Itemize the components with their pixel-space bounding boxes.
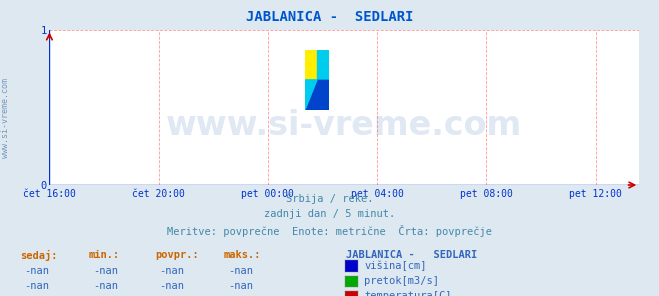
Text: www.si-vreme.com: www.si-vreme.com <box>166 110 523 142</box>
Text: -nan: -nan <box>228 266 253 276</box>
Bar <box>317 50 329 80</box>
Polygon shape <box>305 80 317 110</box>
Text: -nan: -nan <box>93 266 118 276</box>
Text: JABLANICA -  SEDLARI: JABLANICA - SEDLARI <box>246 10 413 24</box>
Text: pretok[m3/s]: pretok[m3/s] <box>364 276 440 286</box>
Text: višina[cm]: višina[cm] <box>364 260 427 271</box>
Text: min.:: min.: <box>89 250 120 260</box>
Bar <box>305 80 317 110</box>
Text: zadnji dan / 5 minut.: zadnji dan / 5 minut. <box>264 209 395 219</box>
Bar <box>305 50 317 80</box>
Text: povpr.:: povpr.: <box>155 250 198 260</box>
Text: www.si-vreme.com: www.si-vreme.com <box>1 78 11 158</box>
Text: Meritve: povprečne  Enote: metrične  Črta: povprečje: Meritve: povprečne Enote: metrične Črta:… <box>167 225 492 237</box>
Text: temperatura[C]: temperatura[C] <box>364 291 452 296</box>
Text: -nan: -nan <box>24 266 49 276</box>
Text: -nan: -nan <box>228 281 253 291</box>
Text: -nan: -nan <box>159 281 184 291</box>
Text: sedaj:: sedaj: <box>20 250 57 261</box>
Text: -nan: -nan <box>93 281 118 291</box>
Bar <box>317 80 329 110</box>
Text: maks.:: maks.: <box>224 250 262 260</box>
Polygon shape <box>305 80 329 110</box>
Text: -nan: -nan <box>24 281 49 291</box>
Text: JABLANICA -   SEDLARI: JABLANICA - SEDLARI <box>346 250 477 260</box>
Text: -nan: -nan <box>159 266 184 276</box>
Text: Srbija / reke.: Srbija / reke. <box>286 194 373 204</box>
